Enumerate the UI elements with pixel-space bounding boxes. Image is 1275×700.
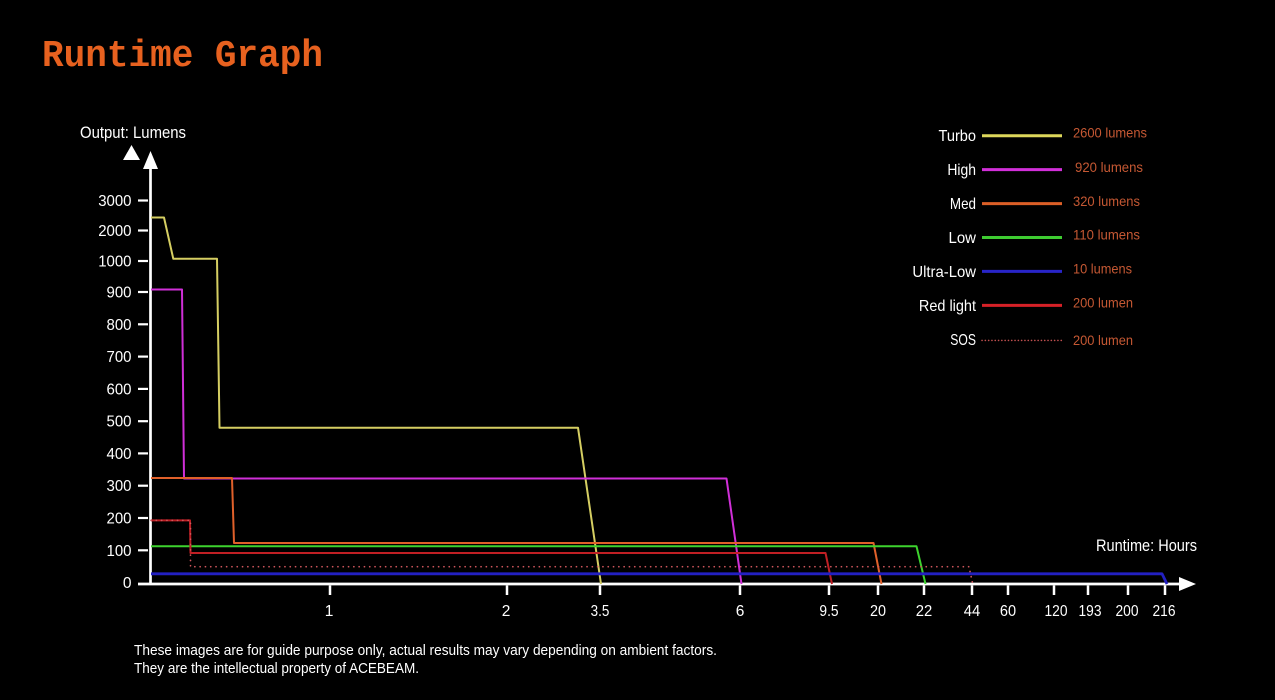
svg-text:193: 193 xyxy=(1079,603,1102,620)
svg-text:300: 300 xyxy=(107,478,132,495)
svg-text:60: 60 xyxy=(1000,603,1017,620)
svg-text:9.5: 9.5 xyxy=(819,603,838,620)
svg-text:320 lumens: 320 lumens xyxy=(1073,193,1140,209)
svg-text:216: 216 xyxy=(1153,603,1176,620)
svg-text:2: 2 xyxy=(502,603,511,620)
svg-text:Turbo: Turbo xyxy=(939,128,977,145)
svg-text:Med: Med xyxy=(950,196,976,213)
svg-text:0: 0 xyxy=(123,575,132,592)
svg-text:3000: 3000 xyxy=(98,193,132,210)
svg-text:Low: Low xyxy=(949,230,977,247)
svg-text:10 lumens: 10 lumens xyxy=(1073,261,1132,277)
svg-text:22: 22 xyxy=(916,603,933,620)
svg-text:Ultra-Low: Ultra-Low xyxy=(912,264,976,281)
svg-text:800: 800 xyxy=(107,317,132,334)
svg-text:Runtime Graph: Runtime Graph xyxy=(42,35,323,78)
svg-text:Red light: Red light xyxy=(919,298,977,315)
svg-text:700: 700 xyxy=(107,349,132,366)
svg-text:2600 lumens: 2600 lumens xyxy=(1073,125,1147,141)
svg-text:1: 1 xyxy=(325,603,334,620)
svg-text:3.5: 3.5 xyxy=(591,603,610,620)
svg-text:SOS: SOS xyxy=(950,332,976,349)
svg-text:They are the intellectual prop: They are the intellectual property of AC… xyxy=(134,660,419,677)
svg-text:20: 20 xyxy=(870,603,886,620)
svg-text:High: High xyxy=(947,162,976,179)
svg-text:6: 6 xyxy=(736,603,745,620)
svg-text:120: 120 xyxy=(1045,603,1068,620)
svg-text:200: 200 xyxy=(107,511,132,528)
svg-text:600: 600 xyxy=(107,381,132,398)
svg-text:100: 100 xyxy=(107,543,132,560)
svg-text:110 lumens: 110 lumens xyxy=(1073,227,1140,243)
svg-text:200 lumen: 200 lumen xyxy=(1073,332,1133,348)
svg-text:Runtime: Hours: Runtime: Hours xyxy=(1096,537,1197,555)
svg-text:200: 200 xyxy=(1116,603,1139,620)
svg-text:920 lumens: 920 lumens xyxy=(1075,159,1143,175)
svg-text:1000: 1000 xyxy=(98,254,132,271)
svg-text:2000: 2000 xyxy=(98,223,132,240)
svg-text:44: 44 xyxy=(964,603,981,620)
svg-text:Output: Lumens: Output: Lumens xyxy=(80,124,186,142)
svg-text:500: 500 xyxy=(107,414,132,431)
svg-text:These images are for guide pur: These images are for guide purpose only,… xyxy=(134,642,717,659)
svg-text:200 lumen: 200 lumen xyxy=(1073,295,1133,311)
svg-text:900: 900 xyxy=(107,285,132,302)
svg-text:400: 400 xyxy=(107,446,132,463)
